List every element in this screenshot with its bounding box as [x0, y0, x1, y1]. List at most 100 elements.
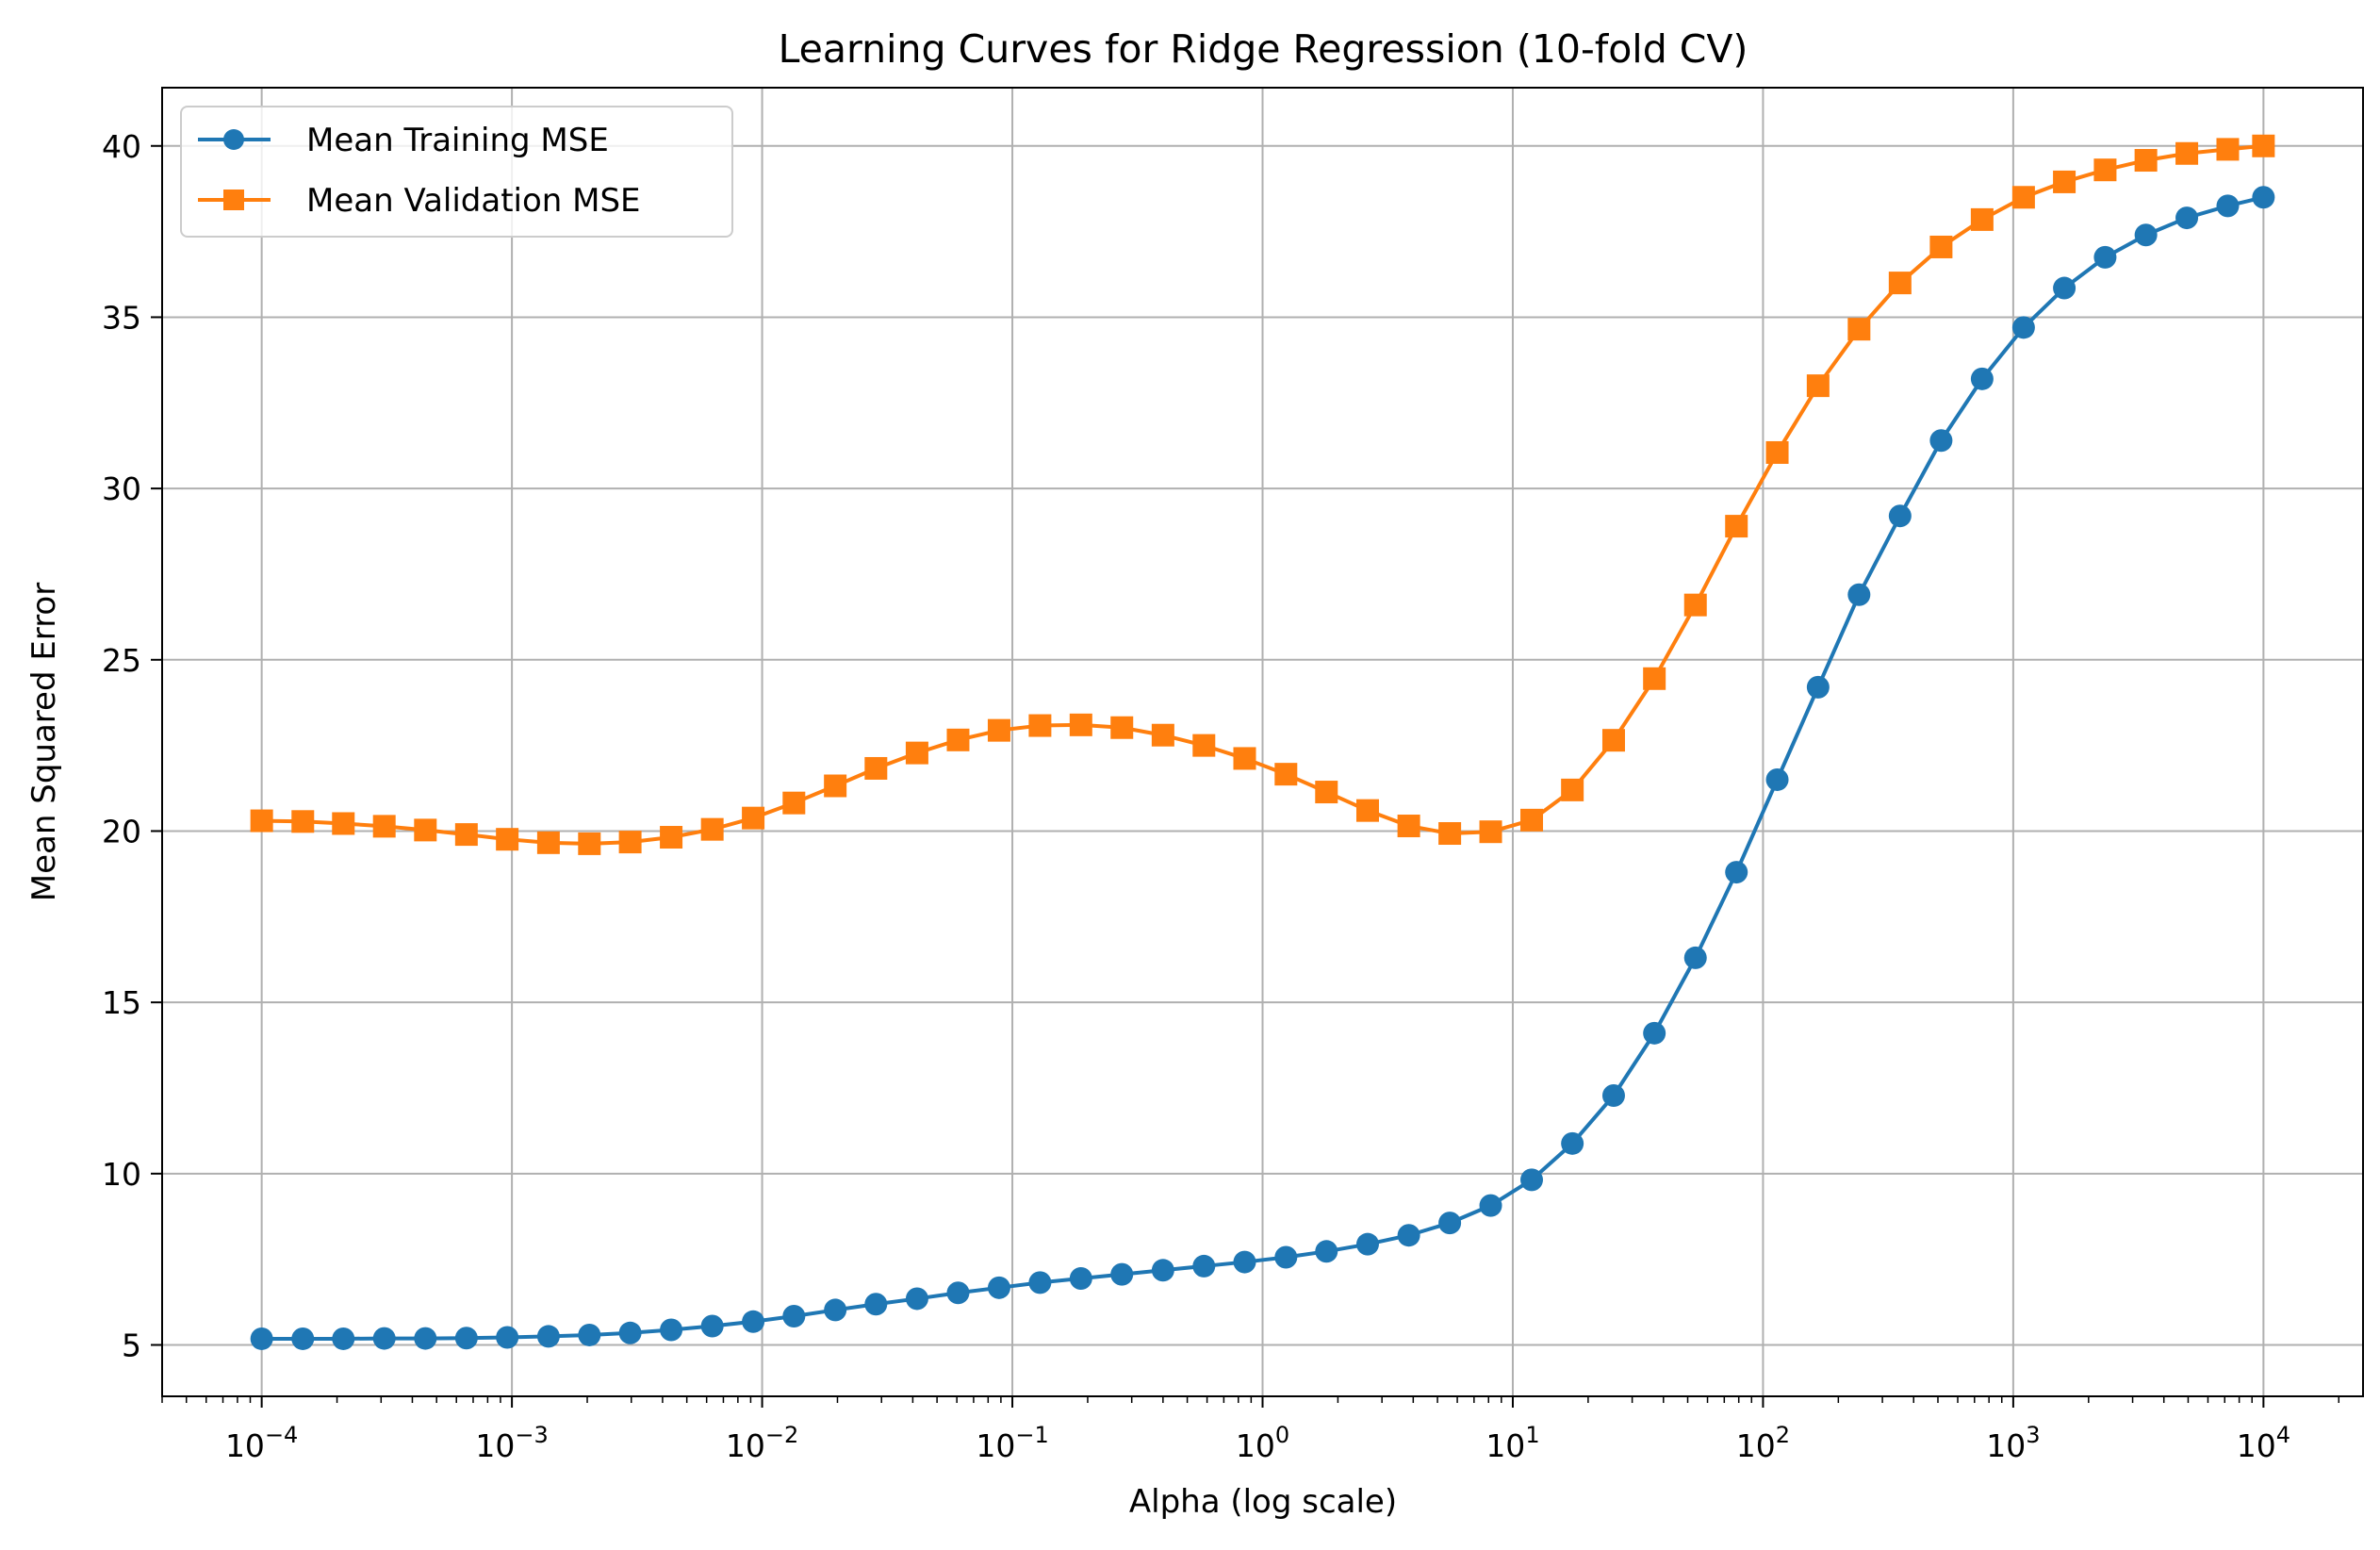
chart-title: Learning Curves for Ridge Regression (10…	[779, 26, 1748, 72]
training-point	[2134, 223, 2158, 247]
validation-point	[578, 832, 601, 855]
validation-point	[987, 718, 1010, 742]
x-tick-label: 10−3	[475, 1422, 548, 1464]
validation-point	[1438, 822, 1462, 846]
training-point	[1929, 429, 1953, 453]
validation-point	[1970, 207, 1994, 231]
training-point	[946, 1281, 970, 1305]
training-point	[2093, 245, 2117, 269]
x-axis-label: Alpha (log scale)	[1129, 1483, 1397, 1521]
validation-point	[660, 826, 683, 849]
x-tick-label: 103	[1986, 1422, 2040, 1464]
training-point	[1151, 1259, 1174, 1282]
validation-point	[1683, 593, 1707, 617]
training-point	[496, 1326, 519, 1349]
training-point	[578, 1323, 601, 1346]
training-point	[2011, 316, 2035, 339]
validation-point	[782, 791, 806, 815]
validation-point	[1847, 318, 1871, 341]
training-point	[1110, 1262, 1134, 1286]
training-point	[291, 1327, 315, 1350]
training-point	[1192, 1254, 1216, 1278]
validation-point	[1397, 815, 1420, 838]
validation-point	[332, 812, 355, 835]
legend-training-label: Mean Training MSE	[306, 122, 609, 159]
validation-point	[414, 818, 437, 842]
x-tick-label: 102	[1736, 1422, 1790, 1464]
training-point	[454, 1327, 478, 1350]
chart-legend: Mean Training MSE Mean Validation MSE	[180, 106, 733, 238]
validation-point	[1192, 734, 1216, 757]
validation-point	[2053, 170, 2076, 193]
validation-point	[1274, 763, 1298, 786]
validation-point	[1233, 747, 1256, 770]
legend-training-marker	[223, 129, 244, 150]
plot-series	[250, 134, 2275, 1350]
training-point	[1683, 946, 1707, 969]
training-point	[1028, 1271, 1052, 1294]
x-tick-label: 104	[2237, 1422, 2290, 1464]
legend-validation-label: Mean Validation MSE	[306, 182, 641, 220]
y-tick-label: 30	[102, 470, 141, 507]
training-point	[1520, 1168, 1544, 1192]
x-tick-label: 101	[1485, 1422, 1539, 1464]
validation-point	[2252, 134, 2275, 157]
validation-point	[1110, 716, 1134, 739]
training-point	[782, 1304, 806, 1327]
training-point	[1479, 1194, 1502, 1217]
training-point	[1806, 675, 1830, 699]
training-point	[742, 1310, 765, 1333]
validation-point	[250, 809, 273, 833]
validation-point	[1355, 799, 1379, 822]
validation-point	[1725, 515, 1748, 538]
training-point	[414, 1327, 437, 1350]
y-axis-label: Mean Squared Error	[25, 583, 63, 901]
validation-point	[905, 741, 928, 765]
training-point	[332, 1327, 355, 1350]
validation-point	[536, 831, 560, 854]
validation-point	[1888, 272, 1912, 295]
validation-point	[1315, 781, 1338, 804]
y-tick-label: 10	[102, 1156, 141, 1193]
x-axis-ticks: 10−4 10−3 10−2 10−1 100 101 102 103 104	[161, 1396, 2340, 1464]
validation-point	[1561, 778, 1584, 801]
y-tick-label: 25	[102, 642, 141, 679]
training-point	[2053, 276, 2076, 300]
training-point	[2216, 194, 2240, 218]
training-point	[1438, 1212, 1462, 1235]
validation-point	[1643, 667, 1666, 690]
validation-point	[2134, 149, 2158, 173]
validation-point	[1601, 729, 1625, 752]
validation-point	[2216, 138, 2240, 161]
validation-point	[1028, 714, 1052, 737]
x-tick-label: 10−1	[976, 1422, 1048, 1464]
validation-point	[618, 831, 642, 854]
validation-point	[454, 823, 478, 847]
validation-point	[700, 817, 724, 841]
training-point	[250, 1327, 273, 1350]
training-point	[905, 1287, 928, 1311]
training-point	[1765, 767, 1789, 791]
validation-point	[1520, 808, 1544, 832]
validation-point	[946, 728, 970, 751]
training-point	[536, 1325, 560, 1348]
validation-point	[372, 815, 396, 838]
training-point	[1069, 1267, 1092, 1291]
validation-point	[1806, 374, 1830, 398]
training-point	[1561, 1131, 1584, 1155]
validation-point	[1069, 713, 1092, 736]
grid-lines	[162, 88, 2363, 1396]
validation-point	[2093, 158, 2117, 182]
training-point	[1274, 1245, 1298, 1269]
validation-point	[291, 810, 315, 833]
training-point	[1315, 1240, 1338, 1263]
training-point	[1601, 1083, 1625, 1107]
validation-point	[864, 756, 888, 780]
training-point	[700, 1314, 724, 1338]
validation-point	[742, 806, 765, 830]
validation-point	[1765, 440, 1789, 464]
y-tick-label: 20	[102, 813, 141, 849]
validation-point	[2011, 186, 2035, 209]
